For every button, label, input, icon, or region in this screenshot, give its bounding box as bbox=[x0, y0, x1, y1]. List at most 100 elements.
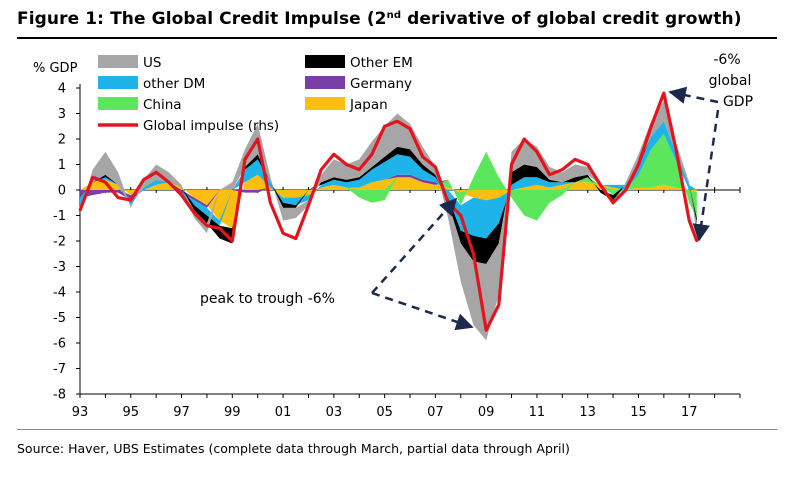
annotations: peak to trough -6% -6% global GDP bbox=[200, 52, 753, 331]
legend-label: China bbox=[143, 97, 182, 113]
y-tick-label: -2 bbox=[53, 235, 66, 250]
y-tick-label: 0 bbox=[58, 184, 66, 199]
y-tick-label: 1 bbox=[58, 158, 66, 173]
global-impulse-point bbox=[695, 239, 699, 243]
global-impulse-point bbox=[319, 168, 323, 171]
global-impulse-line bbox=[78, 91, 699, 332]
y-tick-label: -6 bbox=[53, 337, 66, 352]
global-impulse-point bbox=[154, 170, 158, 174]
global-impulse-point bbox=[421, 155, 424, 159]
annotation-arrow-trough bbox=[692, 109, 720, 242]
y-axis-label: % GDP bbox=[33, 61, 78, 76]
y-tick-label: -7 bbox=[53, 362, 66, 377]
legend-label: Germany bbox=[350, 76, 412, 92]
annotation-peak-to-trough: peak to trough -6% bbox=[200, 291, 335, 307]
annotation-gdp: GDP bbox=[723, 94, 753, 110]
global-impulse-point bbox=[383, 125, 386, 128]
global-impulse-point bbox=[611, 201, 615, 204]
annotation-arrow-up bbox=[371, 197, 458, 294]
global-impulse-point bbox=[434, 165, 437, 169]
legend-label: Global impulse (rhs) bbox=[143, 118, 279, 134]
global-impulse-point bbox=[523, 137, 526, 141]
global-impulse-point bbox=[231, 239, 234, 243]
legend-label: US bbox=[143, 55, 161, 71]
global-impulse-point bbox=[104, 181, 107, 184]
global-impulse-point bbox=[332, 153, 336, 156]
annotation-arrow-peak bbox=[668, 86, 719, 104]
axes: 4 3 2 1 0 -1 -2 -3 -4 -5 -6 -7 -8 93 95 97 99 01 03 05 07 09 1… bbox=[53, 82, 741, 420]
title-rule bbox=[17, 37, 777, 39]
global-impulse-point bbox=[78, 209, 82, 212]
global-impulse-point bbox=[472, 252, 475, 255]
x-tick-label: 11 bbox=[529, 405, 546, 420]
global-impulse-point bbox=[484, 329, 488, 332]
global-impulse-point bbox=[218, 227, 221, 230]
x-tick-label: 07 bbox=[427, 405, 444, 420]
legend-label: Japan bbox=[349, 97, 388, 113]
x-tick-label: 99 bbox=[224, 405, 241, 420]
y-tick-label: 3 bbox=[58, 107, 66, 122]
y-tick-label: 4 bbox=[58, 82, 66, 97]
y-tick-label: -4 bbox=[53, 286, 66, 301]
x-tick-label: 15 bbox=[630, 405, 647, 420]
global-impulse-point bbox=[688, 219, 691, 222]
global-impulse-point bbox=[561, 168, 564, 171]
global-impulse-point bbox=[129, 199, 132, 202]
legend-swatch-us bbox=[98, 55, 138, 68]
global-impulse-point bbox=[180, 193, 183, 197]
y-tick-label: -3 bbox=[53, 260, 66, 275]
legend-label: Other EM bbox=[350, 55, 413, 71]
global-impulse-point bbox=[573, 158, 577, 161]
x-tick-label: 05 bbox=[376, 405, 393, 420]
annotation-minus-six: -6% bbox=[713, 52, 740, 68]
stacked-areas bbox=[80, 100, 697, 341]
global-impulse-point bbox=[91, 176, 94, 179]
global-impulse-point bbox=[535, 150, 539, 153]
chart-title: Figure 1: The Global Credit Impulse (2nd… bbox=[17, 9, 742, 29]
global-impulse-point bbox=[358, 168, 361, 171]
x-tick-label: 01 bbox=[275, 405, 292, 420]
global-impulse-point bbox=[269, 201, 272, 204]
global-impulse-point bbox=[599, 183, 602, 187]
global-impulse-point bbox=[167, 181, 171, 184]
x-tick-label: 09 bbox=[478, 405, 495, 420]
global-impulse-point bbox=[116, 196, 120, 199]
x-tick-label: 13 bbox=[579, 405, 596, 420]
y-tick-label: 2 bbox=[58, 133, 66, 148]
global-impulse-point bbox=[370, 153, 374, 156]
global-impulse-point bbox=[205, 224, 209, 227]
area-us bbox=[80, 100, 697, 341]
global-impulse-point bbox=[497, 303, 501, 306]
legend-swatch-other-dm bbox=[98, 76, 138, 89]
global-impulse-point bbox=[649, 125, 653, 128]
x-tick-label: 95 bbox=[122, 405, 139, 420]
global-impulse-point bbox=[624, 188, 627, 192]
global-impulse-point bbox=[459, 214, 462, 217]
global-impulse-point bbox=[396, 119, 399, 123]
x-tick-label: 93 bbox=[72, 405, 89, 420]
global-impulse-point bbox=[662, 91, 666, 95]
global-impulse-point bbox=[307, 204, 310, 207]
annotation-arrow-down bbox=[371, 291, 474, 331]
x-tick-label: 17 bbox=[681, 405, 698, 420]
global-impulse-point bbox=[675, 150, 678, 153]
annotation-global: global bbox=[709, 73, 752, 89]
global-impulse-point bbox=[548, 173, 551, 176]
global-impulse-point bbox=[294, 237, 297, 240]
global-impulse-point bbox=[446, 201, 450, 204]
global-impulse-point bbox=[586, 163, 589, 166]
y-tick-label: -5 bbox=[53, 311, 66, 326]
legend-swatch-japan bbox=[305, 97, 345, 110]
global-impulse-point bbox=[142, 178, 145, 181]
global-impulse-point bbox=[637, 163, 640, 166]
source-note: Source: Haver, UBS Estimates (complete d… bbox=[17, 441, 570, 456]
global-impulse-point bbox=[345, 163, 348, 166]
x-tick-label: 03 bbox=[326, 405, 343, 420]
legend: US Other EM other DM Germany China Japan Globa… bbox=[98, 55, 413, 134]
impulse-line-layer bbox=[78, 91, 699, 332]
global-impulse-point bbox=[408, 127, 412, 130]
global-impulse-point bbox=[243, 158, 247, 161]
global-impulse-point bbox=[510, 163, 513, 166]
legend-swatch-germany bbox=[305, 76, 345, 89]
